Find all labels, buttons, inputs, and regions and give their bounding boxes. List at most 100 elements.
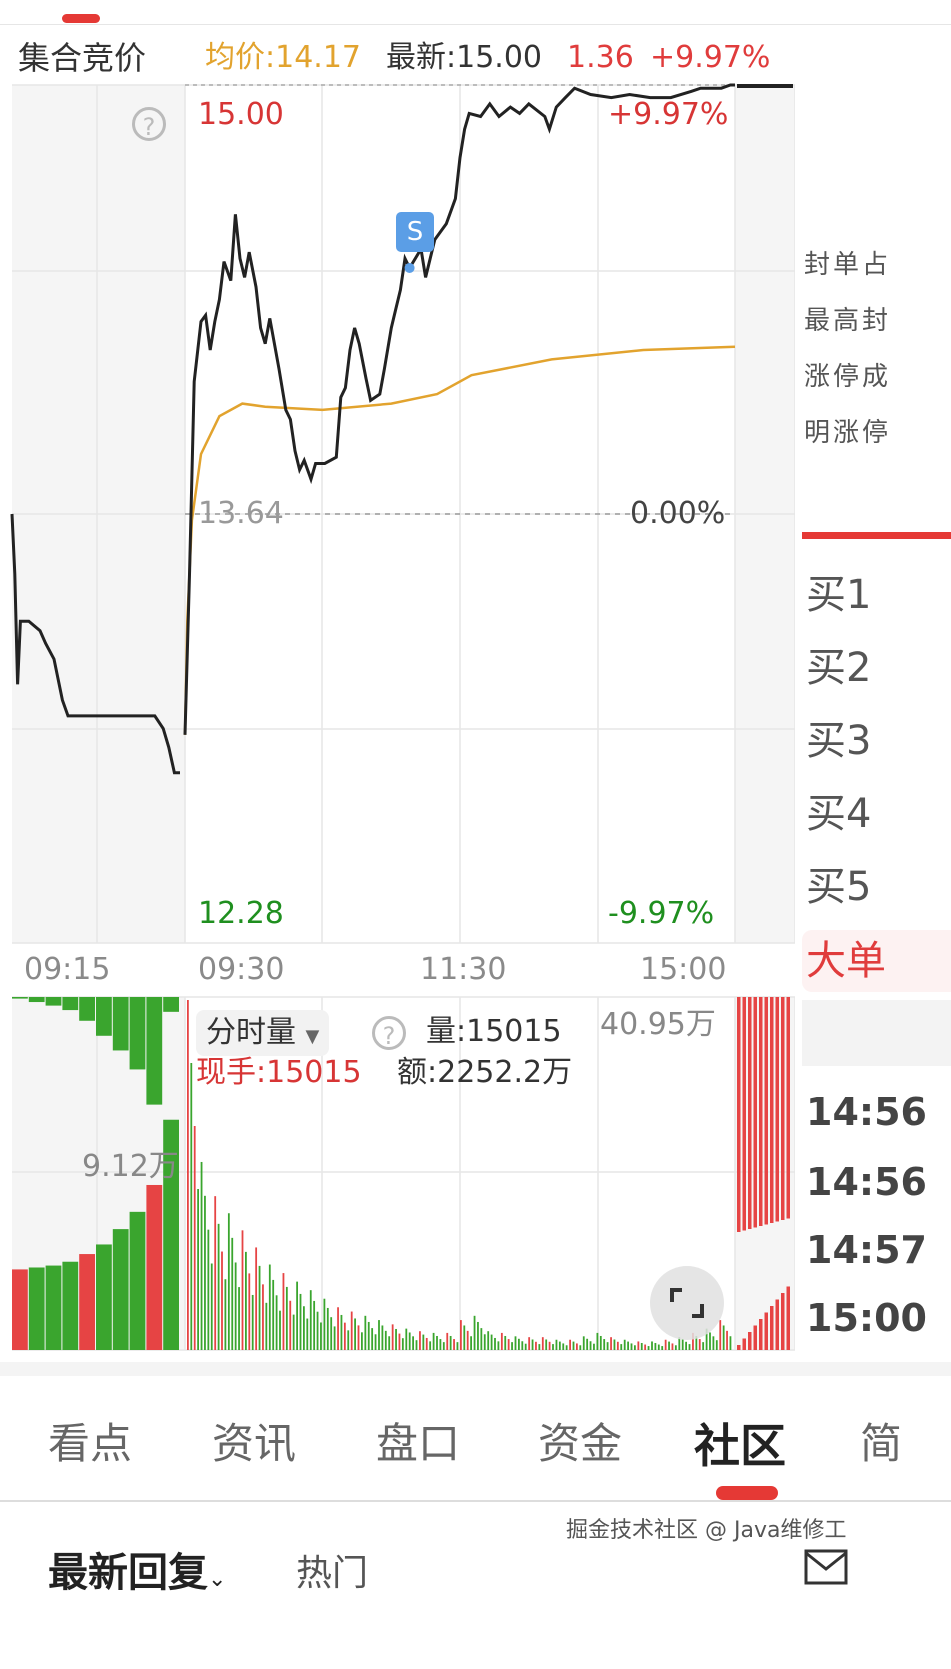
volume-bar: [204, 1195, 206, 1350]
volume-bar: [343, 1322, 346, 1350]
auction-unmatched-bar: [163, 997, 179, 1012]
volume-bar: [320, 1322, 322, 1350]
intraday-chart[interactable]: [0, 0, 795, 1362]
post-volume-bar: [742, 997, 746, 1231]
volume-bar: [569, 1339, 571, 1350]
trade-time: 14:56: [806, 1090, 927, 1134]
volume-bar: [323, 1298, 326, 1350]
fullscreen-button[interactable]: [650, 1266, 724, 1340]
auction-unmatched-bar: [12, 997, 28, 999]
auction-volume-bar: [28, 1267, 45, 1350]
volume-bar: [442, 1342, 445, 1350]
volume-bar: [715, 1340, 718, 1350]
volume-bar: [262, 1284, 264, 1350]
volume-bar: [685, 1341, 687, 1350]
tab-community[interactable]: 社区: [694, 1419, 786, 1473]
volume-bar: [337, 1307, 339, 1350]
signal-marker[interactable]: S: [396, 212, 434, 252]
volume-bar: [552, 1344, 554, 1350]
bid-level: 买4: [806, 791, 872, 837]
volume-bar: [425, 1337, 428, 1350]
auction-unmatched-bar: [28, 997, 45, 1003]
volume-bar: [582, 1336, 585, 1350]
volume-bar: [555, 1339, 558, 1350]
volume-indicator-dropdown[interactable]: 分时量 ▼: [196, 1010, 330, 1056]
tab-news[interactable]: 资讯: [212, 1419, 297, 1468]
volume-bar: [422, 1334, 425, 1350]
post-volume-bar: [759, 1319, 763, 1350]
fullscreen-icon: [670, 1288, 704, 1318]
watermark: 掘金技术社区 @ Java维修工: [566, 1518, 847, 1543]
trade-time: 15:00: [806, 1296, 927, 1340]
post-volume-bar: [759, 997, 763, 1226]
volume-bar: [528, 1337, 531, 1350]
tab-highlights[interactable]: 看点: [48, 1419, 133, 1468]
tab-order-book[interactable]: 盘口: [376, 1419, 461, 1468]
sort-latest-reply[interactable]: 最新回复⌄: [48, 1540, 226, 1598]
chevron-down-icon: ⌄: [208, 1567, 227, 1592]
volume-bar: [719, 1320, 722, 1350]
volume-bar: [674, 1345, 677, 1350]
volume-bar: [224, 1279, 227, 1350]
post-volume-bar: [753, 1325, 757, 1350]
volume-bar: [722, 1325, 725, 1350]
volume-bar: [432, 1332, 435, 1350]
volume-bar: [282, 1273, 285, 1350]
post-volume-bar: [742, 1338, 746, 1350]
volume-bar: [340, 1314, 343, 1350]
volume-bar: [245, 1251, 247, 1350]
volume-bar: [193, 1126, 196, 1350]
auction-unmatched-bar: [79, 997, 95, 1021]
question-circle-icon[interactable]: ?: [372, 1016, 406, 1050]
volume-bar: [299, 1293, 302, 1350]
signal-marker-dot: [404, 262, 415, 273]
change-percent: +9.97%: [650, 40, 771, 75]
volume-bar: [678, 1337, 681, 1350]
volume-bar: [446, 1332, 449, 1350]
volume-bar: [698, 1339, 701, 1350]
auction-unmatched-bar: [45, 997, 62, 1006]
volume-bar: [572, 1341, 575, 1350]
volume-bar: [275, 1295, 278, 1350]
volume-bar: [255, 1247, 258, 1350]
section-divider: [802, 532, 951, 539]
volume-bar: [647, 1346, 650, 1350]
volume-bar: [333, 1326, 336, 1350]
question-circle-icon[interactable]: ?: [132, 107, 166, 141]
volume-bar: [364, 1315, 367, 1350]
price-axis-bottom: 12.28: [198, 896, 284, 931]
post-volume-bar: [764, 1312, 768, 1350]
tab-capital[interactable]: 资金: [538, 1419, 623, 1468]
volume-bar: [606, 1342, 609, 1350]
volume-bar: [695, 1335, 698, 1350]
tab-profile[interactable]: 简: [860, 1419, 903, 1468]
volume-bar: [589, 1341, 592, 1350]
big-order-tab[interactable]: 大单: [802, 930, 951, 992]
volume-bar: [586, 1338, 589, 1350]
volume-bar: [313, 1300, 316, 1350]
post-volume-bar: [748, 1332, 752, 1350]
volume-bar: [504, 1335, 507, 1350]
auction-volume-bar: [79, 1254, 95, 1350]
volume-bar: [190, 1063, 193, 1350]
post-volume-bar: [737, 997, 741, 1232]
post-volume-bar: [770, 997, 774, 1223]
volume-bar: [487, 1331, 490, 1350]
sort-hot[interactable]: 热门: [296, 1553, 369, 1594]
volume-bar: [388, 1336, 391, 1350]
avg-price-label: 均价:14.17: [205, 40, 361, 75]
volume-bar: [688, 1344, 691, 1350]
bid-level: 买2: [806, 645, 872, 691]
post-volume-bar: [786, 997, 790, 1219]
mail-icon[interactable]: [804, 1545, 848, 1585]
volume-bar: [234, 1262, 237, 1350]
volume-bar: [210, 1263, 213, 1350]
volume-bar: [514, 1336, 517, 1350]
volume-bar: [381, 1325, 384, 1350]
volume-bar: [634, 1345, 636, 1350]
post-volume-bar: [775, 1299, 779, 1350]
price-axis-mid: 13.64: [198, 496, 284, 531]
volume-bar: [460, 1320, 462, 1350]
volume-label: 量:15015: [426, 1014, 562, 1049]
volume-bar: [436, 1335, 438, 1350]
